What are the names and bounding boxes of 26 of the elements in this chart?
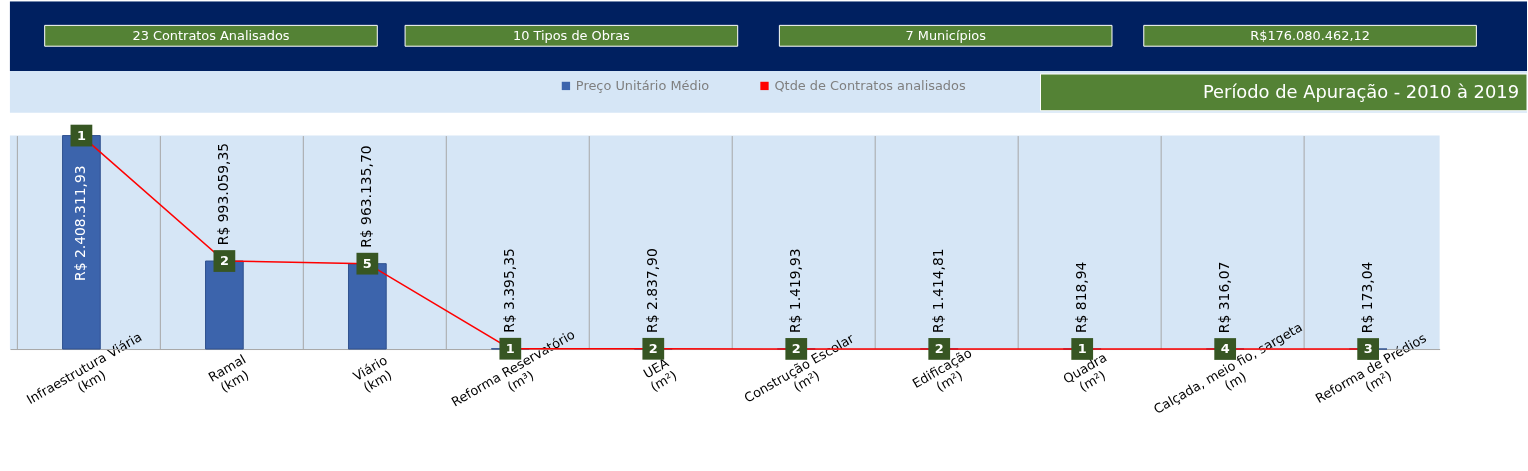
legend-label: Preço Unitário Médio: [575, 77, 710, 93]
data-label: R$ 173,04: [1359, 261, 1376, 334]
annotation: 1: [76, 127, 86, 143]
text: 23 Contratos Analisados: [132, 28, 290, 44]
text: 10 Tipos de Obras: [512, 28, 631, 44]
annotation: 2: [791, 340, 801, 356]
annotation: 2: [648, 340, 658, 356]
x-tick-label: UEA (m²): [640, 354, 680, 395]
data-label: R$ 2.837,90: [644, 248, 661, 333]
data-label: R$ 993.059,35: [215, 142, 232, 246]
text: 7 Municípios: [905, 28, 987, 44]
annotation: 5: [362, 255, 372, 271]
data-label: R$ 316,07: [1216, 261, 1233, 334]
data-label: R$ 2.408.311,93: [72, 165, 89, 281]
text: R$176.080.462,12: [1250, 28, 1370, 44]
annotation: 1: [1077, 340, 1087, 356]
data-label: R$ 1.414,81: [930, 248, 947, 334]
data-label: R$ 818,94: [1073, 261, 1090, 334]
annotation: 3: [1363, 340, 1373, 356]
legend-label: Qtde de Contratos analisados: [774, 77, 966, 93]
text: Período de Apuração - 2010 à 2019: [1202, 80, 1520, 102]
data-label: R$ 1.419,93: [787, 248, 804, 334]
data-label: R$ 963.135,70: [358, 145, 375, 248]
annotation: 4: [1220, 340, 1230, 356]
data-label: R$ 3.395,35: [501, 248, 518, 333]
annotation: 2: [219, 252, 229, 268]
